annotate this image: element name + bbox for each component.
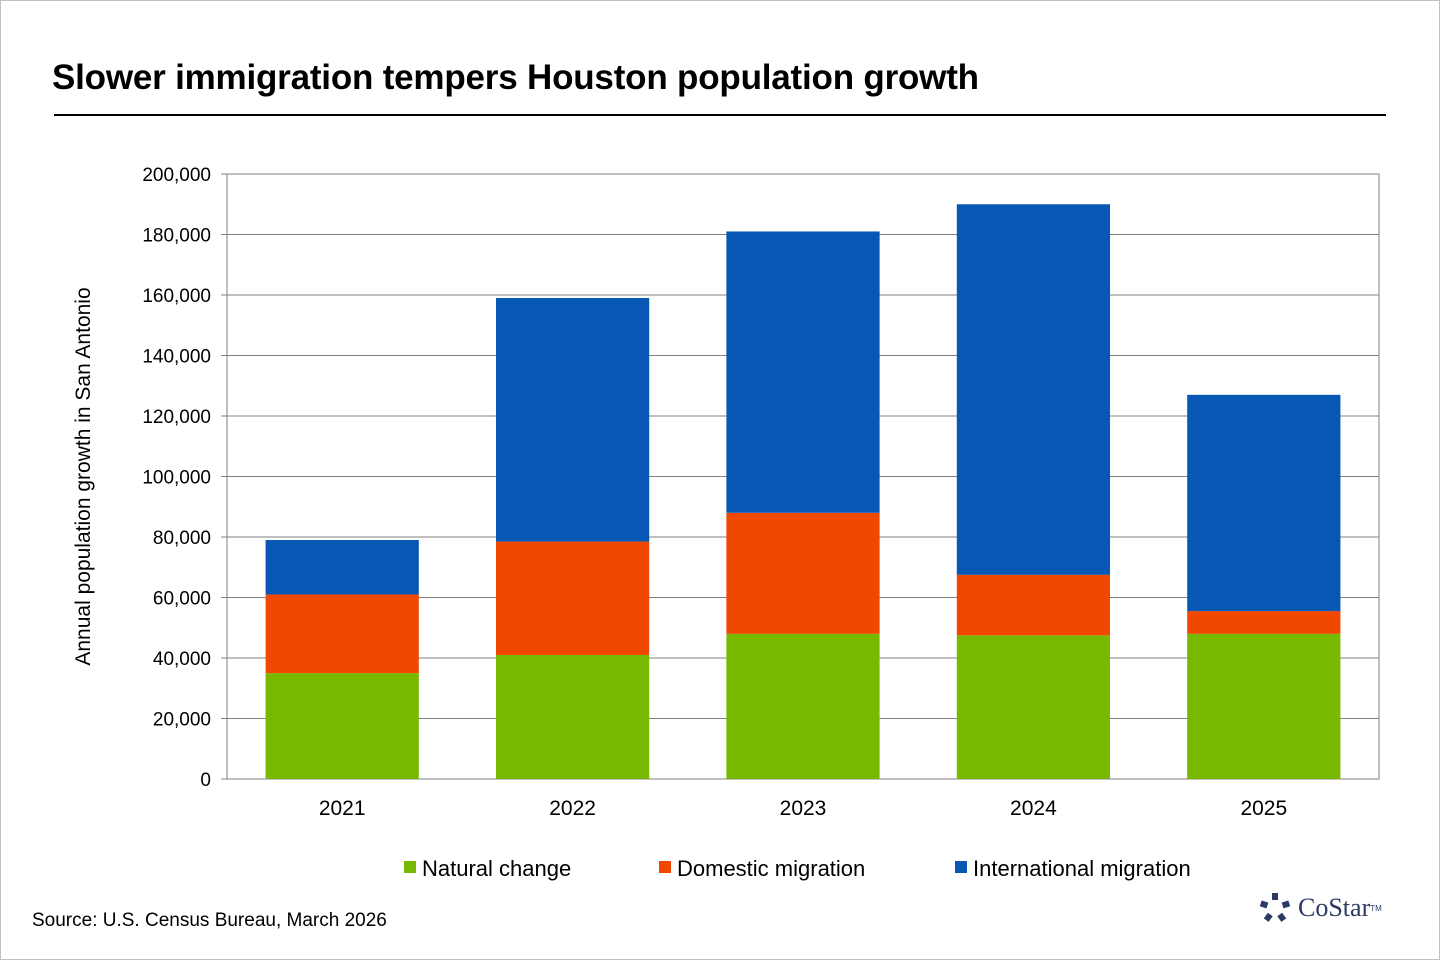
bar-international-migration-2024 [956, 204, 1111, 575]
legend-swatch-domestic-migration [659, 861, 671, 873]
bar-domestic-migration-2025 [1187, 611, 1341, 634]
bar-domestic-migration-2022 [495, 541, 650, 655]
y-tick-label: 200,000 [142, 165, 211, 186]
x-tick-label: 2021 [319, 797, 366, 820]
legend-label-international-migration: International migration [973, 856, 1191, 881]
bar-natural-change-2024 [956, 635, 1111, 779]
y-axis-label: Annual population growth in San Antonio [72, 287, 95, 665]
bar-natural-change-2022 [495, 654, 650, 779]
y-tick-label: 160,000 [142, 286, 211, 307]
bar-international-migration-2023 [726, 231, 880, 513]
bar-international-migration-2025 [1187, 394, 1341, 612]
y-tick-label: 40,000 [153, 649, 211, 670]
bar-domestic-migration-2023 [726, 512, 880, 634]
y-tick-label: 80,000 [153, 528, 211, 549]
costar-star-icon [1259, 893, 1291, 922]
x-tick-label: 2024 [1010, 797, 1057, 820]
source-note: Source: U.S. Census Bureau, March 2026 [32, 910, 387, 931]
bar-international-migration-2022 [495, 298, 650, 542]
bar-international-migration-2021 [265, 540, 419, 595]
legend-label-domestic-migration: Domestic migration [677, 856, 865, 881]
x-tick-label: 2022 [549, 797, 596, 820]
x-tick-label: 2023 [780, 797, 827, 820]
bar-natural-change-2023 [726, 633, 880, 779]
bar-domestic-migration-2021 [265, 594, 419, 674]
legend-swatch-international-migration [955, 861, 967, 873]
y-tick-label: 100,000 [142, 468, 211, 489]
costar-logo-tm: TM [1370, 903, 1382, 913]
y-tick-label: 140,000 [142, 347, 211, 368]
costar-logo-text: CoStar [1298, 893, 1371, 922]
legend-swatch-natural-change [404, 861, 416, 873]
bar-natural-change-2025 [1187, 633, 1341, 779]
title-underline [54, 114, 1386, 116]
bar-domestic-migration-2024 [956, 574, 1111, 636]
y-tick-label: 120,000 [142, 407, 211, 428]
legend-label-natural-change: Natural change [422, 856, 571, 881]
bar-natural-change-2021 [265, 673, 419, 779]
x-tick-label: 2025 [1240, 797, 1287, 820]
chart-title: Slower immigration tempers Houston popul… [52, 58, 979, 97]
y-tick-label: 60,000 [153, 589, 211, 610]
y-tick-label: 180,000 [142, 226, 211, 247]
costar-logo: CoStar TM [1258, 890, 1418, 926]
y-tick-label: 20,000 [153, 710, 211, 731]
y-tick-label: 0 [200, 770, 211, 791]
